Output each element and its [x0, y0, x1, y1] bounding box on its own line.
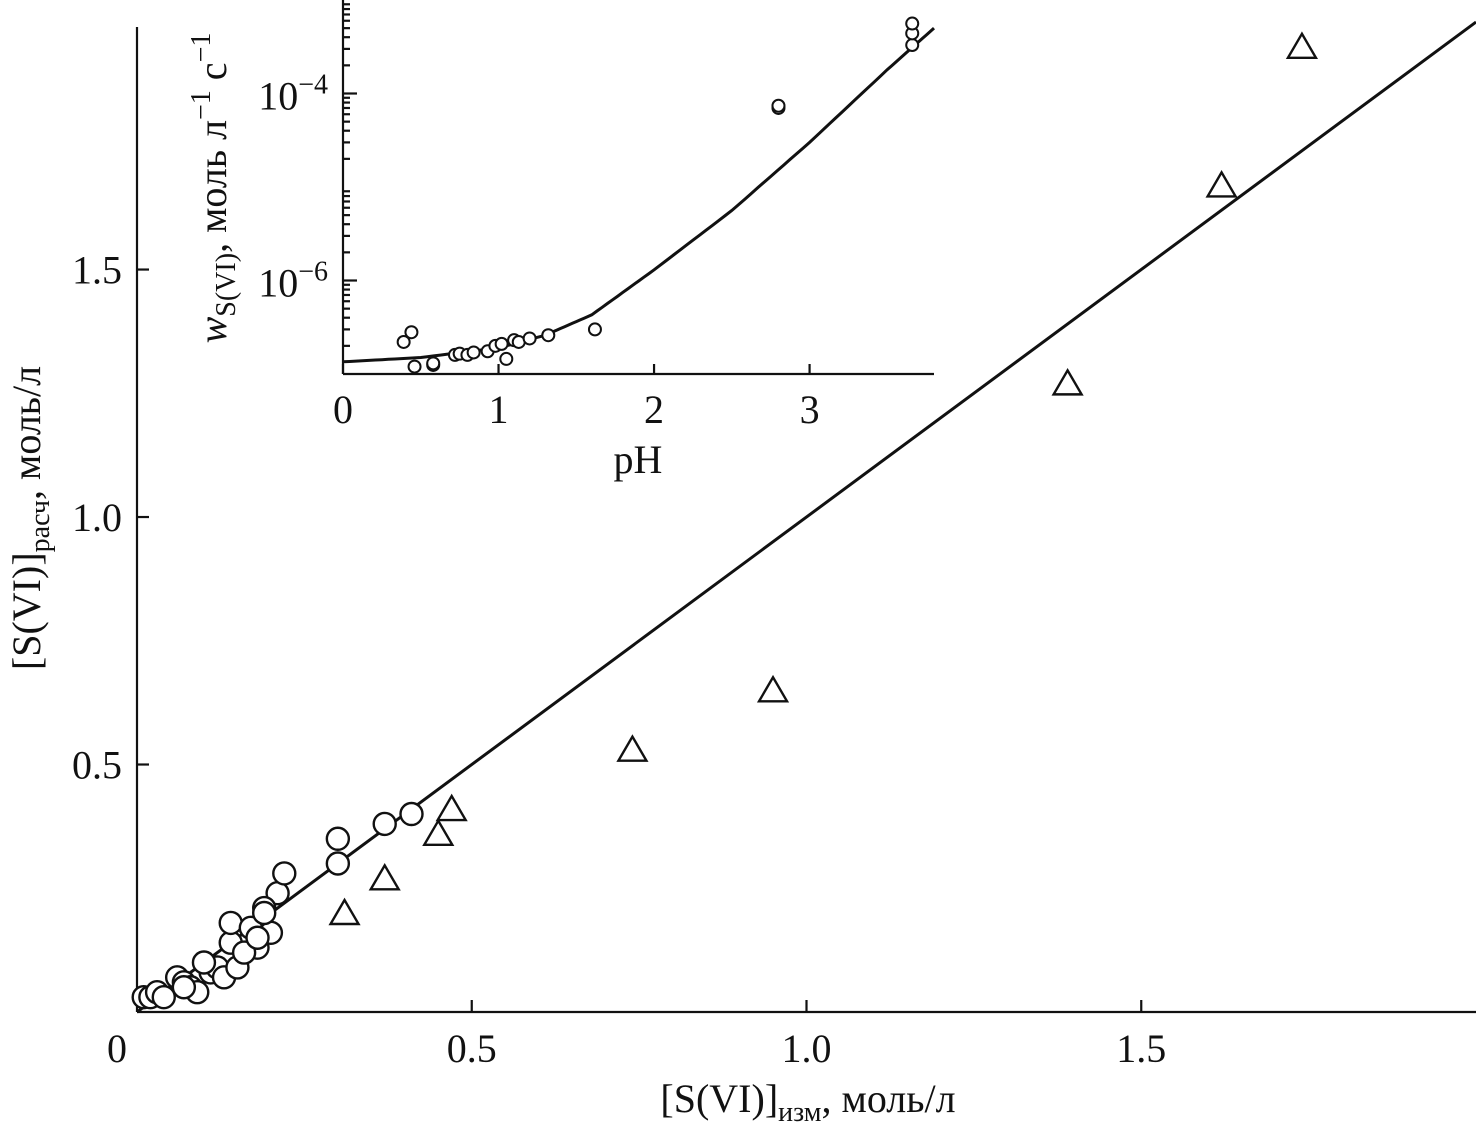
inset-circle-point — [541, 328, 556, 343]
main-x-axis-label: [S(VI)]изм, моль/л — [660, 1076, 955, 1128]
main-triangle-series — [328, 31, 1319, 926]
main-x-label-rest: , моль/л — [822, 1076, 956, 1121]
main-circle-point — [252, 900, 277, 926]
main-triangle-point — [328, 897, 361, 926]
main-x-ticks: 0.5 1.0 1.5 — [447, 1000, 1166, 1071]
inset-circle-point — [426, 356, 441, 371]
main-x-tick-label: 1.5 — [1116, 1026, 1166, 1071]
inset-y-label-main: w — [190, 316, 235, 343]
inset-curve-group — [342, 26, 936, 364]
inset-y-label-rest: , моль л — [190, 120, 235, 253]
inset-circle-point — [905, 16, 920, 31]
inset-circle-point — [771, 98, 786, 113]
main-y-label-sub: расч — [25, 500, 56, 552]
main-triangle-point — [435, 793, 468, 822]
inset-x-tick-label: 0 — [333, 387, 353, 432]
main-circle-point — [245, 925, 270, 950]
inset-y-tick-label: 10−6 — [258, 257, 328, 306]
inset-circle-point — [407, 359, 422, 374]
main-triangle-point — [616, 734, 649, 762]
main-circle-point — [218, 910, 243, 936]
inset-circle-point — [494, 336, 509, 351]
main-circle-point — [372, 811, 397, 837]
main-circle-point — [325, 826, 351, 851]
main-circle-point — [171, 975, 197, 1000]
main-x-label-sub: изм — [778, 1097, 822, 1128]
main-y-tick-label: 0.5 — [72, 743, 122, 788]
main-y-label-rest: , моль/л — [4, 366, 49, 500]
main-y-ticks: 0.5 1.0 1.5 — [72, 248, 149, 788]
main-triangle-point — [1285, 31, 1319, 59]
inset-x-axis-label: pH — [614, 437, 663, 482]
inset-circle-point — [522, 331, 537, 346]
main-x-tick-label: 0.5 — [447, 1026, 497, 1071]
inset-x-ticks: 0 1 2 3 — [333, 364, 820, 432]
inset-circle-series — [396, 16, 920, 374]
main-fit-line-group — [136, 20, 1476, 1014]
inset-y-label-sub: S(VI) — [211, 253, 242, 317]
inset-minor-ticks — [343, 3, 350, 347]
main-triangle-point — [422, 818, 455, 847]
inset-circle-point — [905, 38, 920, 53]
inset-circle-point — [396, 334, 411, 349]
main-y-axis-label: [S(VI)]расч, моль/л — [4, 366, 56, 670]
main-triangle-point — [1051, 368, 1084, 396]
main-triangle-point — [1205, 170, 1238, 198]
inset-x-tick-label: 2 — [644, 387, 664, 432]
origin-label: 0 — [107, 1026, 127, 1071]
main-y-tick-label: 1.0 — [72, 495, 122, 540]
main-plot: 0 0.5 1.0 1.5 0.51.01.5 [S(VI)]изм, моль/л… — [4, 20, 1476, 1128]
main-circle-series — [131, 801, 424, 1010]
main-triangle-point — [756, 674, 790, 703]
inset-circle-point — [587, 322, 602, 337]
main-x-label-main: [S(VI)] — [660, 1076, 778, 1121]
main-circle-point — [151, 984, 176, 1010]
inset-x-tick-label: 1 — [489, 387, 509, 432]
inset-y-label-sup2: −1 — [186, 33, 217, 63]
main-circle-point — [325, 851, 351, 876]
inset-circle-point — [466, 345, 481, 360]
inset-y-label-mid: с — [190, 62, 235, 90]
main-circle-point — [231, 940, 257, 965]
main-fit-line — [136, 20, 1476, 1014]
main-triangle-point — [368, 862, 401, 891]
inset-y-ticks: 10−6 10−4 — [258, 70, 357, 306]
main-circle-point — [399, 801, 424, 827]
inset-circle-point — [404, 325, 419, 340]
inset-y-axis-label: wS(VI), моль л−1 с−1 — [186, 33, 242, 344]
main-y-tick-label: 1.5 — [72, 248, 122, 293]
inset-circle-point — [499, 351, 514, 366]
main-circle-point — [272, 861, 297, 886]
inset-y-tick-label: 10−4 — [258, 70, 328, 119]
main-circle-point — [191, 950, 217, 975]
inset-y-label-sup1: −1 — [186, 90, 217, 120]
inset-x-tick-label: 3 — [800, 387, 820, 432]
main-y-label-main: [S(VI)] — [4, 552, 49, 670]
inset-fit-curve — [342, 26, 936, 364]
main-x-tick-label: 1.0 — [782, 1026, 832, 1071]
